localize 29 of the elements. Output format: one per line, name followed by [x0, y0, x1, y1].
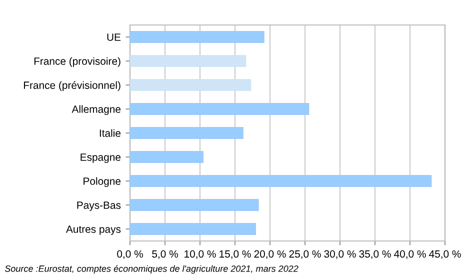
y-tick-label: UE — [107, 34, 121, 41]
y-tick-label: Allemagne — [72, 105, 121, 115]
bar — [130, 199, 259, 211]
x-tick-label: 45,0 % — [429, 250, 461, 259]
x-tick-label: 10,0 % — [184, 250, 216, 259]
bar — [130, 31, 264, 43]
bar — [130, 127, 244, 139]
bar — [130, 223, 256, 235]
bar — [130, 103, 310, 115]
y-tick-label: Autres pays — [66, 226, 121, 235]
y-tick-label: France (provisoire) — [34, 57, 120, 67]
x-tick-label: 0,0 % — [117, 250, 143, 259]
bar — [130, 55, 246, 67]
x-tick-label: 15,0 % — [220, 250, 251, 259]
source-note: Source :Eurostat, comptes économiques de l'agriculture 2021, mars 2022 — [4, 265, 298, 274]
bar — [130, 151, 204, 163]
y-tick-label: France (prévisionnel) — [24, 81, 120, 91]
y-tick-label: Espagne — [80, 154, 121, 163]
y-tick-label: Pologne — [84, 177, 121, 187]
x-tick-label: 25,0 % — [289, 250, 321, 259]
y-tick-label: Italie — [100, 129, 121, 137]
bar — [130, 175, 432, 187]
x-tick-label: 40,0 % — [394, 250, 426, 259]
x-tick-label: 20,0 % — [254, 250, 286, 259]
y-tick-label: Pays-Bas — [77, 202, 121, 211]
x-tick-label: 5,0 % — [152, 250, 178, 259]
x-tick-label: 30,0 % — [324, 250, 356, 259]
bar — [130, 79, 252, 91]
x-tick-label: 35,0 % — [359, 250, 391, 259]
